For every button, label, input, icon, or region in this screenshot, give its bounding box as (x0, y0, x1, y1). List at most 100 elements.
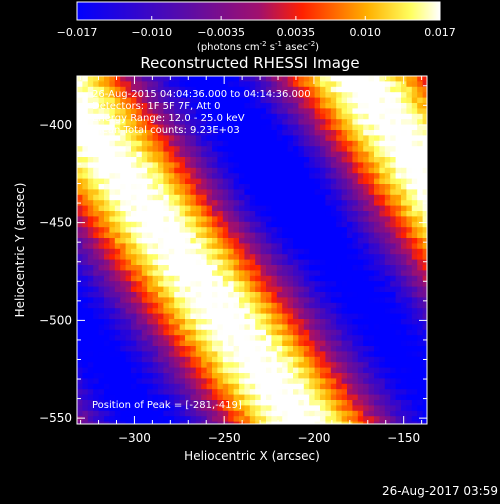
heatmap-cell (98, 221, 105, 228)
heatmap-cell (287, 243, 294, 250)
heatmap-cell (325, 405, 332, 412)
heatmap-cell (314, 265, 321, 271)
heatmap-cell (347, 400, 353, 406)
heatmap-cell (168, 362, 175, 368)
heatmap-cell (314, 346, 321, 352)
heatmap-cell (384, 329, 391, 336)
heatmap-cell (347, 254, 353, 260)
heatmap-cell (347, 383, 353, 390)
heatmap-cell (141, 356, 148, 363)
heatmap-cell (82, 410, 89, 417)
heatmap-cell (336, 400, 342, 406)
heatmap-cell (131, 324, 137, 331)
heatmap-cell (185, 119, 191, 125)
heatmap-cell (82, 162, 89, 169)
heatmap-cell (222, 286, 229, 293)
heatmap-cell (190, 81, 197, 88)
heatmap-cell (401, 140, 407, 147)
heatmap-cell (190, 184, 197, 190)
heatmap-cell (314, 81, 321, 88)
heatmap-cell (303, 308, 310, 314)
heatmap-cell (379, 113, 386, 120)
heatmap-cell (136, 221, 143, 228)
heatmap-cell (363, 356, 369, 363)
heatmap-cell (352, 421, 359, 424)
heatmap-cell (357, 135, 364, 142)
heatmap-cell (228, 292, 234, 298)
heatmap-cell (260, 281, 267, 287)
heatmap-cell (401, 92, 407, 98)
heatmap-cell (411, 335, 418, 341)
heatmap-cell (249, 340, 256, 347)
heatmap-cell (379, 302, 386, 309)
heatmap-cell (212, 265, 218, 271)
heatmap-cell (352, 400, 359, 406)
heatmap-cell (271, 211, 278, 217)
heatmap-cell (114, 254, 121, 260)
heatmap-cell (125, 184, 132, 190)
heatmap-cell (98, 308, 105, 314)
heatmap-cell (422, 135, 427, 142)
heatmap-cell (185, 184, 191, 190)
heatmap-cell (271, 124, 278, 131)
heatmap-cell (114, 92, 121, 98)
heatmap-cell (336, 140, 342, 147)
heatmap-cell (179, 248, 186, 255)
heatmap-cell (104, 135, 110, 142)
heatmap-cell (255, 216, 261, 223)
heatmap-cell (341, 275, 348, 282)
heatmap-cell (98, 281, 105, 287)
heatmap-cell (104, 184, 110, 190)
heatmap-cell (309, 184, 315, 190)
heatmap-cell (147, 302, 153, 309)
heatmap-cell (293, 243, 299, 250)
heatmap-cell (271, 178, 278, 185)
heatmap-cell (320, 416, 326, 422)
heatmap-cell (206, 81, 213, 88)
heatmap-cell (309, 97, 315, 104)
heatmap-cell (352, 194, 359, 201)
heatmap-cell (352, 76, 359, 82)
heatmap-cell (374, 248, 380, 255)
heatmap-cell (401, 97, 407, 104)
heatmap-cell (287, 319, 294, 325)
heatmap-cell (120, 227, 126, 233)
heatmap-cell (379, 346, 386, 352)
heatmap-cell (201, 302, 207, 309)
heatmap-cell (314, 373, 321, 379)
heatmap-cell (266, 108, 272, 115)
heatmap-cell (363, 157, 369, 163)
heatmap-cell (255, 108, 261, 115)
heatmap-cell (114, 81, 121, 88)
heatmap-cell (179, 383, 186, 390)
heatmap-cell (98, 302, 105, 309)
heatmap-cell (422, 97, 427, 104)
heatmap-cell (255, 205, 261, 212)
heatmap-cell (303, 400, 310, 406)
heatmap-cell (330, 254, 337, 260)
heatmap-cell (158, 292, 164, 298)
heatmap-cell (190, 313, 197, 320)
heatmap-cell (93, 281, 99, 287)
heatmap-cell (282, 227, 288, 233)
heatmap-cell (190, 367, 197, 374)
heatmap-cell (422, 167, 427, 174)
heatmap-cell (233, 103, 240, 109)
heatmap-cell (379, 335, 386, 341)
heatmap-cell (379, 389, 386, 395)
heatmap-cell (228, 286, 234, 293)
heatmap-cell (276, 81, 283, 88)
heatmap-cell (276, 340, 283, 347)
heatmap-cell (341, 221, 348, 228)
heatmap-cell (147, 81, 153, 88)
heatmap-cell (174, 410, 180, 417)
heatmap-cell (82, 421, 89, 424)
heatmap-cell (233, 184, 240, 190)
heatmap-cell (255, 232, 261, 239)
heatmap-cell (417, 232, 423, 239)
heatmap-cell (417, 216, 423, 223)
heatmap-cell (368, 113, 375, 120)
heatmap-cell (239, 308, 245, 314)
heatmap-cell (249, 81, 256, 88)
heatmap-cell (266, 248, 272, 255)
